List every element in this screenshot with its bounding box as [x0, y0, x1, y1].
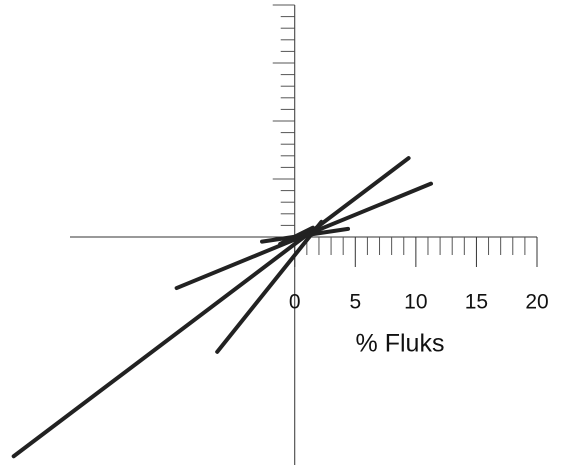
x-axis-label: % Fluks: [356, 330, 445, 358]
x-tick-label: 0: [289, 291, 301, 314]
data-line: [278, 225, 315, 246]
x-tick-label: 5: [349, 291, 361, 314]
data-line: [215, 219, 324, 354]
x-tick-label: 15: [465, 291, 488, 314]
data-line: [260, 226, 351, 244]
x-tick-label: 10: [404, 291, 427, 314]
data-line: [11, 156, 411, 459]
x-tick-label: 20: [525, 291, 548, 314]
